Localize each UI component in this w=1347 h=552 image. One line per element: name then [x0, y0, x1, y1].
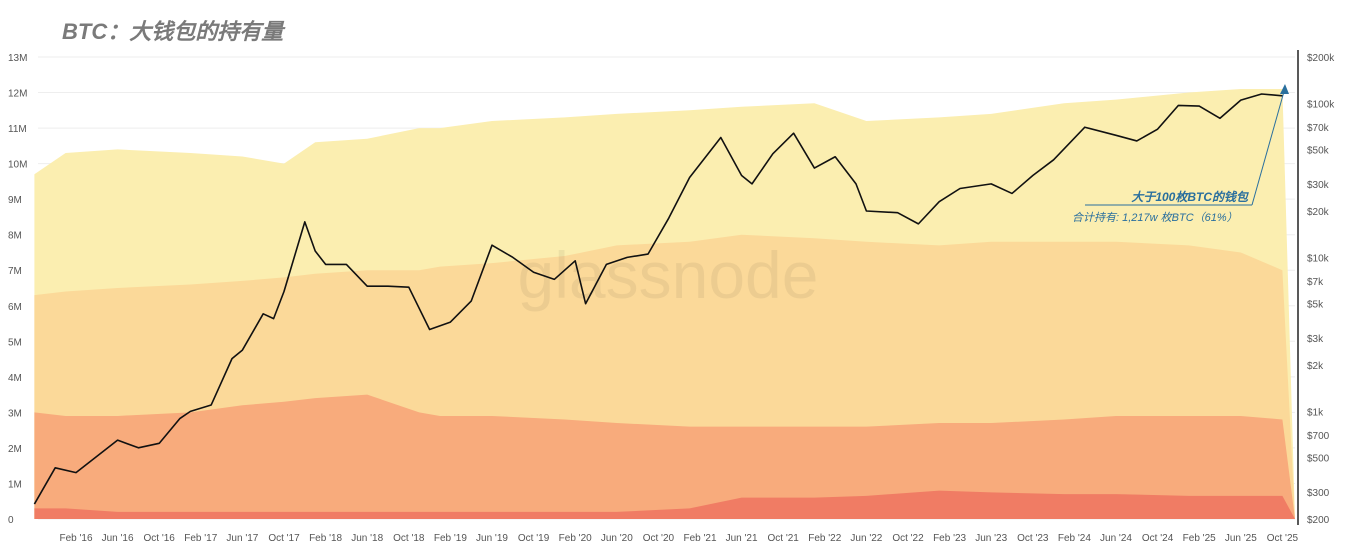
- x-tick-label: Jun '20: [601, 533, 633, 544]
- annotation-arrow: [1251, 87, 1286, 206]
- x-tick-label: Jun '24: [1100, 533, 1132, 544]
- x-tick-label: Feb '23: [933, 533, 966, 544]
- area-layer-4: [34, 490, 1295, 519]
- right-tick-label: $500: [1307, 454, 1330, 465]
- left-tick-label: 0: [8, 515, 14, 526]
- right-tick-label: $3k: [1307, 334, 1324, 345]
- annotation-title: 大于100枚BTC的钱包: [1131, 190, 1249, 204]
- x-tick-label: Feb '22: [808, 533, 841, 544]
- right-tick-label: $30k: [1307, 180, 1330, 191]
- x-tick-label: Jun '21: [726, 533, 758, 544]
- x-tick-label: Oct '18: [393, 533, 425, 544]
- x-tick-label: Oct '16: [144, 533, 176, 544]
- right-tick-label: $1k: [1307, 407, 1324, 418]
- area-layer-3: [34, 394, 1295, 519]
- left-tick-label: 3M: [8, 408, 22, 419]
- left-tick-label: 6M: [8, 302, 22, 313]
- x-tick-label: Oct '24: [1142, 533, 1174, 544]
- x-tick-label: Jun '16: [102, 533, 134, 544]
- left-tick-label: 10M: [8, 160, 27, 171]
- x-tick-label: Oct '22: [892, 533, 924, 544]
- right-tick-label: $50k: [1307, 146, 1330, 157]
- x-tick-label: Jun '25: [1225, 533, 1257, 544]
- x-tick-label: Feb '17: [184, 533, 217, 544]
- left-tick-label: 5M: [8, 337, 22, 348]
- right-tick-label: $70k: [1307, 123, 1330, 134]
- x-tick-label: Jun '18: [351, 533, 383, 544]
- right-tick-label: $200k: [1307, 53, 1335, 64]
- left-tick-label: 8M: [8, 231, 22, 242]
- left-tick-label: 4M: [8, 373, 22, 384]
- x-tick-label: Feb '19: [434, 533, 467, 544]
- annotation-subtitle: 合计持有: 1,217w 枚BTC（61%）: [1072, 211, 1238, 224]
- right-tick-label: $700: [1307, 431, 1330, 442]
- right-tick-label: $100k: [1307, 99, 1335, 110]
- right-tick-label: $5k: [1307, 300, 1324, 311]
- x-tick-label: Feb '20: [559, 533, 592, 544]
- right-tick-label: $200: [1307, 515, 1330, 526]
- watermark: glassnode: [518, 238, 819, 312]
- right-tick-label: $7k: [1307, 277, 1324, 288]
- x-tick-label: Feb '21: [683, 533, 716, 544]
- left-tick-label: 2M: [8, 444, 22, 455]
- chart-title: BTC：大钱包的持有量: [62, 19, 284, 44]
- right-tick-label: $300: [1307, 488, 1330, 499]
- left-tick-label: 9M: [8, 195, 22, 206]
- left-tick-label: 12M: [8, 89, 27, 100]
- x-tick-label: Feb '16: [59, 533, 92, 544]
- x-tick-label: Jun '23: [975, 533, 1007, 544]
- x-tick-label: Oct '21: [768, 533, 800, 544]
- left-tick-label: 1M: [8, 479, 22, 490]
- left-tick-label: 11M: [8, 124, 27, 135]
- x-tick-label: Oct '25: [1267, 533, 1299, 544]
- right-tick-label: $20k: [1307, 207, 1330, 218]
- right-tick-label: $2k: [1307, 361, 1324, 372]
- right-tick-label: $10k: [1307, 253, 1330, 264]
- x-tick-label: Jun '17: [226, 533, 258, 544]
- price-line: [33, 93, 1283, 505]
- x-tick-label: Jun '19: [476, 533, 508, 544]
- x-tick-label: Oct '19: [518, 533, 550, 544]
- x-tick-label: Oct '17: [268, 533, 300, 544]
- left-tick-label: 13M: [8, 53, 27, 64]
- x-tick-label: Jun '22: [850, 533, 882, 544]
- x-tick-label: Oct '20: [643, 533, 675, 544]
- x-tick-label: Feb '18: [309, 533, 342, 544]
- arrow-head-icon: [1280, 84, 1289, 94]
- x-tick-label: Feb '25: [1183, 533, 1216, 544]
- x-tick-label: Oct '23: [1017, 533, 1049, 544]
- left-tick-label: 7M: [8, 266, 22, 277]
- x-tick-label: Feb '24: [1058, 533, 1091, 544]
